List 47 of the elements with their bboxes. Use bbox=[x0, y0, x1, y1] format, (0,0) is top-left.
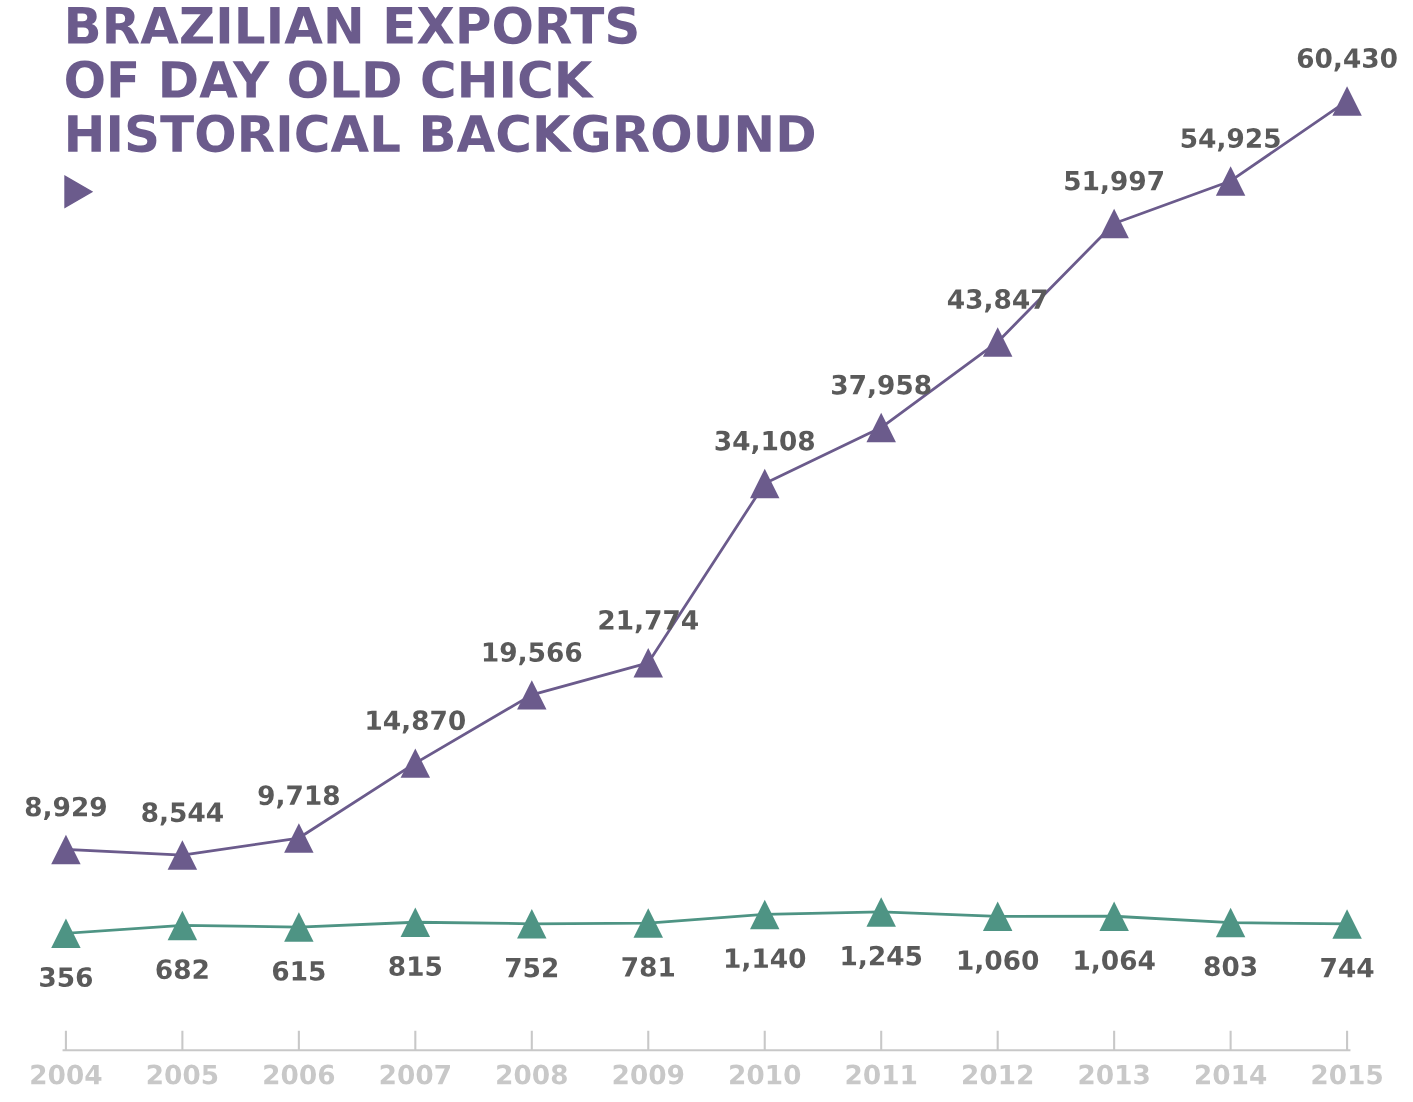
data-label: 14,870 bbox=[367, 710, 465, 734]
point bbox=[982, 901, 1013, 932]
data-label: 781 bbox=[622, 956, 674, 977]
point bbox=[284, 823, 314, 853]
point bbox=[284, 912, 314, 942]
data-label: 9,718 bbox=[258, 785, 339, 809]
point bbox=[866, 412, 896, 443]
data-label: 60,430 bbox=[1297, 48, 1397, 72]
data-label: 815 bbox=[389, 956, 442, 977]
chart-title: BRAZILIAN EXPORTS OF DAY OLD CHICK HISTORICAL BACKGROUND bbox=[66, 6, 815, 153]
point bbox=[982, 327, 1013, 357]
data-label: 744 bbox=[1321, 958, 1374, 978]
data-label: 752 bbox=[506, 957, 558, 978]
data-label: 356 bbox=[40, 967, 93, 988]
point bbox=[1215, 907, 1246, 938]
data-label: 34,108 bbox=[715, 430, 815, 454]
point bbox=[517, 909, 547, 939]
point bbox=[1332, 909, 1362, 939]
point bbox=[750, 899, 780, 930]
point bbox=[517, 680, 547, 710]
data-label: 1,245 bbox=[842, 945, 922, 970]
point bbox=[1332, 86, 1362, 116]
data-label: 1,140 bbox=[725, 948, 806, 972]
data-label: 682 bbox=[156, 959, 208, 980]
point bbox=[1099, 208, 1129, 239]
point bbox=[167, 910, 198, 941]
point bbox=[750, 468, 780, 499]
point bbox=[633, 908, 663, 938]
data-label: 1,060 bbox=[958, 950, 1039, 974]
point bbox=[400, 748, 431, 778]
point bbox=[633, 648, 663, 678]
data-label: 51,997 bbox=[1065, 170, 1163, 194]
point bbox=[167, 840, 198, 870]
data-label: 19,566 bbox=[483, 642, 582, 666]
data-label: 615 bbox=[272, 960, 325, 981]
point bbox=[1215, 166, 1246, 196]
point bbox=[51, 918, 81, 949]
data-label: 803 bbox=[1204, 956, 1257, 977]
point bbox=[1099, 901, 1129, 931]
data-label: 54,925 bbox=[1181, 128, 1280, 152]
data-label: 8,544 bbox=[142, 802, 223, 826]
data-label: 1,064 bbox=[1075, 950, 1155, 974]
point bbox=[400, 907, 431, 937]
data-label: 37,958 bbox=[832, 374, 931, 399]
point bbox=[866, 897, 896, 927]
data-label: 8,929 bbox=[25, 796, 106, 820]
point bbox=[51, 834, 81, 865]
